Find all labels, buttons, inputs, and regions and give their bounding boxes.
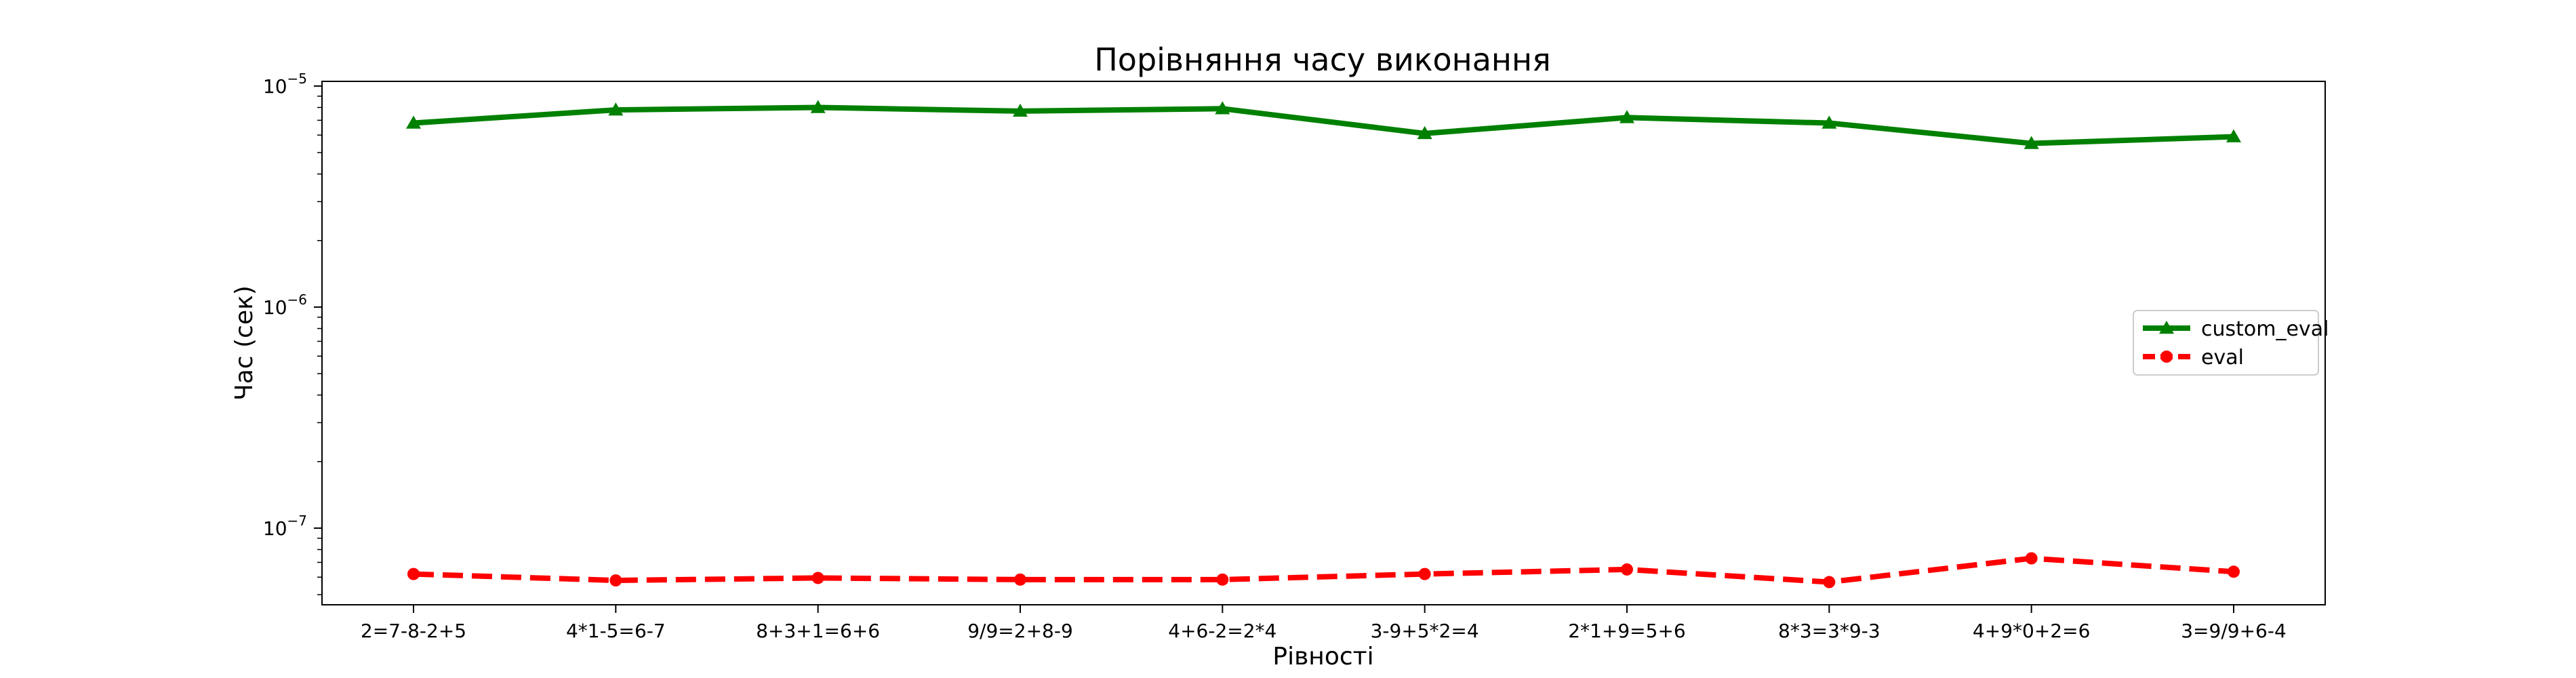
- series-line: [413, 104, 2234, 146]
- x-tick-label: 8*3=3*9-3: [1778, 620, 1880, 642]
- data-point: [407, 567, 420, 580]
- y-tick-label: 10−7: [263, 513, 307, 540]
- data-point: [2226, 129, 2241, 142]
- legend-item: custom_eval: [2143, 317, 2329, 341]
- x-tick-label: 4+6-2=2*4: [1168, 620, 1276, 642]
- data-point: [2025, 552, 2038, 565]
- x-tick-label: 4+9*0+2=6: [1973, 620, 2090, 642]
- data-point: [1418, 567, 1431, 580]
- data-point: [406, 115, 421, 129]
- data-point: [811, 572, 824, 584]
- series-layer: [406, 100, 2241, 589]
- x-tick-label: 4*1-5=6-7: [566, 620, 666, 642]
- legend-item: eval: [2143, 346, 2244, 370]
- series-custom_eval: [406, 100, 2241, 149]
- legend-marker: [2160, 351, 2173, 363]
- x-tick-label: 3-9+5*2=4: [1371, 620, 1479, 642]
- x-tick-label: 9/9=2+8-9: [967, 620, 1073, 642]
- data-point: [1216, 573, 1229, 586]
- legend-marker: [2159, 321, 2174, 334]
- y-axis-label: Час (сек): [230, 285, 258, 401]
- data-point: [1014, 573, 1026, 586]
- legend-label: custom_eval: [2201, 317, 2329, 341]
- data-point: [810, 100, 826, 113]
- y-tick-label: 10−6: [263, 292, 307, 319]
- data-point: [1619, 110, 1634, 123]
- plot-area: [321, 81, 2326, 605]
- x-tick-label: 2*1+9=5+6: [1568, 620, 1685, 642]
- y-tick-label: 10−5: [263, 71, 307, 98]
- data-point: [2228, 565, 2240, 578]
- x-tick-label: 2=7-8-2+5: [361, 620, 466, 642]
- data-point: [1215, 101, 1230, 115]
- data-point: [1013, 103, 1028, 117]
- x-tick-label: 3=9/9+6-4: [2181, 620, 2287, 642]
- x-axis: 2=7-8-2+5 4*1-5=6-7 8+3+1=6+6 9/9=2+8-9 4+6-…: [361, 605, 2287, 642]
- chart-title: Порівняння часу виконання: [1094, 41, 1551, 78]
- series-line: [413, 555, 2234, 585]
- data-point: [1822, 115, 1837, 129]
- x-axis-label: Рівності: [1272, 643, 1373, 671]
- data-point: [608, 102, 624, 116]
- data-point: [1417, 125, 1432, 140]
- data-point: [2024, 136, 2039, 149]
- data-point: [609, 574, 622, 587]
- data-point: [1621, 563, 1633, 576]
- legend-label: eval: [2201, 346, 2244, 370]
- x-tick-label: 8+3+1=6+6: [756, 620, 880, 642]
- y-axis: 10−5 10−6 10−7: [263, 71, 322, 595]
- series-eval: [407, 552, 2240, 589]
- data-point: [1823, 576, 1836, 589]
